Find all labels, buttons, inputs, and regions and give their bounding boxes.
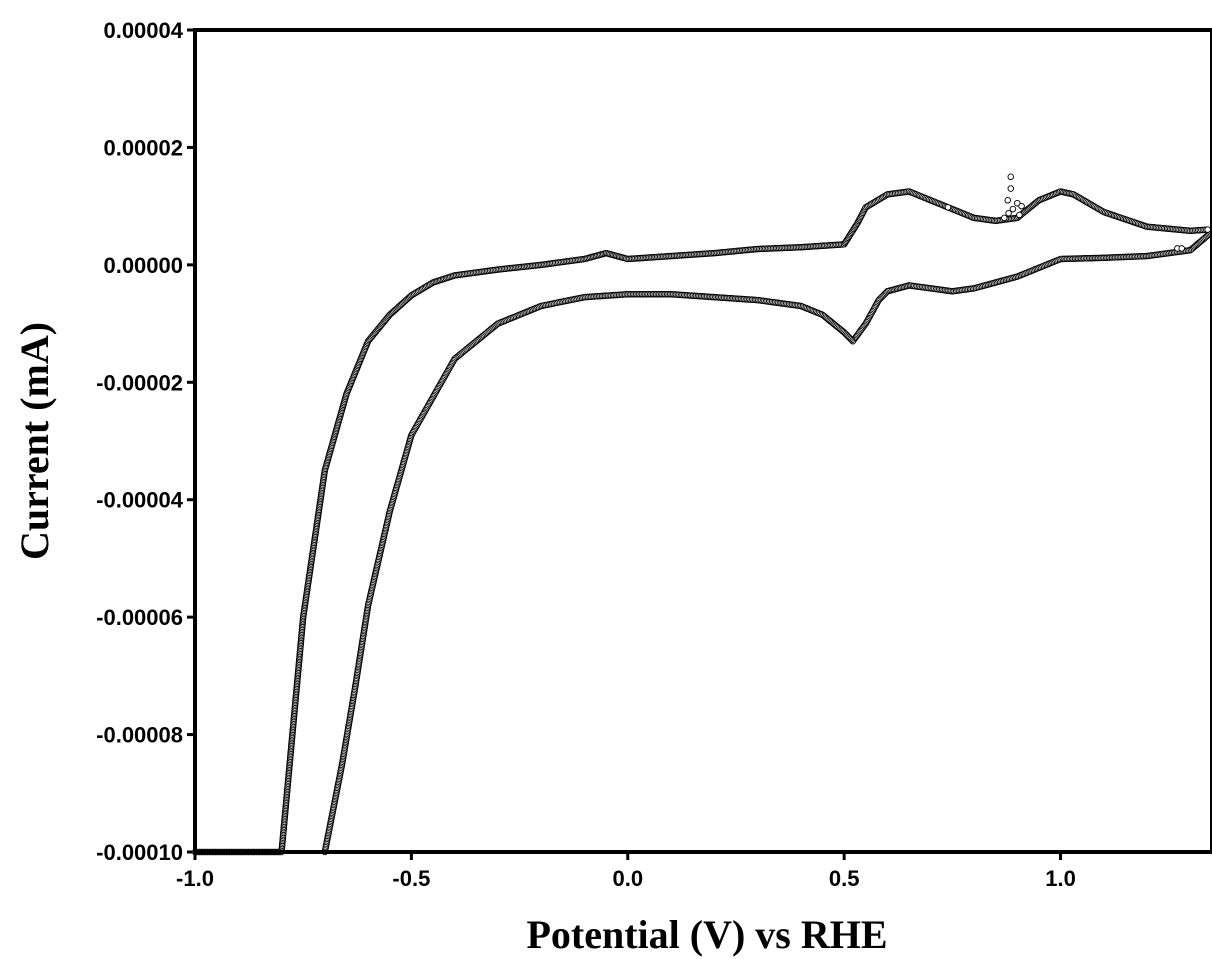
data-point <box>1204 226 1211 233</box>
x-tick-label: -1.0 <box>176 866 214 891</box>
y-tick-label: 0.00004 <box>103 18 183 43</box>
y-tick-label: -0.00008 <box>96 723 183 748</box>
data-point <box>944 204 952 211</box>
x-tick-label: 0.5 <box>829 866 860 891</box>
y-axis-ticks <box>187 28 195 854</box>
x-axis-tick-labels: -1.0 -0.5 0.0 0.5 1.0 <box>176 866 1076 891</box>
data-point <box>1009 205 1017 213</box>
y-tick-label: -0.00002 <box>96 370 183 395</box>
series-1 <box>321 232 1211 856</box>
data-point <box>1018 202 1025 210</box>
x-axis-label: Potential (V) vs RHE <box>526 912 887 957</box>
x-tick-label: -0.5 <box>392 866 430 891</box>
x-tick-label: 0.0 <box>612 866 643 891</box>
data-point <box>1007 185 1015 192</box>
plot-frame <box>193 28 1212 854</box>
y-tick-label: -0.00004 <box>96 488 184 513</box>
data-point <box>1005 209 1012 217</box>
y-tick-label: -0.00006 <box>96 605 183 630</box>
data-point <box>1014 199 1021 207</box>
data-point <box>1007 173 1015 181</box>
data-series <box>191 173 1211 856</box>
y-axis-tick-labels: 0.00004 0.00002 0.00000 -0.00002 -0.00004 -0.… <box>96 18 184 865</box>
data-point <box>1178 245 1185 252</box>
y-tick-label: 0.00002 <box>103 135 183 160</box>
y-axis-label: Current (mA) <box>12 322 57 560</box>
data-point <box>1001 214 1008 222</box>
x-tick-label: 1.0 <box>1045 866 1076 891</box>
series-2 <box>944 173 1185 252</box>
y-tick-label: 0.00000 <box>103 253 183 278</box>
y-tick-label: -0.00010 <box>96 840 183 865</box>
data-point <box>1004 197 1011 204</box>
data-point <box>1016 211 1023 219</box>
